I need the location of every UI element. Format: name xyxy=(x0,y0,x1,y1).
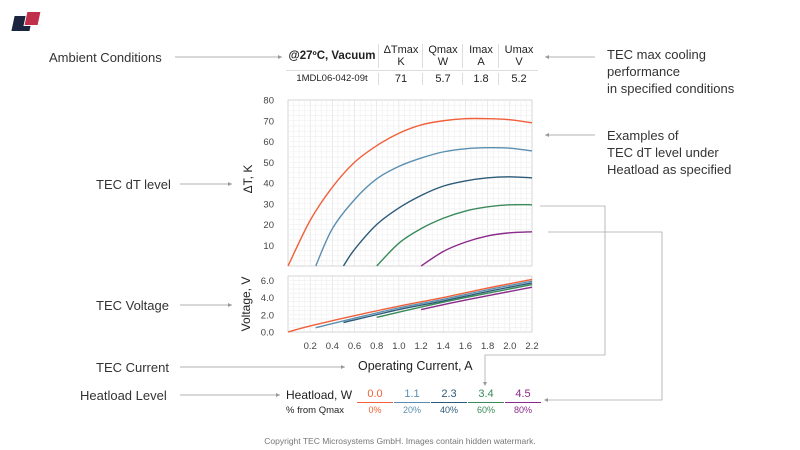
heatload-value: 4.5 xyxy=(505,388,541,403)
unit: A xyxy=(477,56,485,68)
x-tick-label: 0.8 xyxy=(370,341,383,352)
text-line: TEC max cooling xyxy=(607,47,706,62)
connector-60pct xyxy=(484,205,606,382)
text: ΔTmax xyxy=(383,44,419,56)
text-line: Heatload as specified xyxy=(607,162,732,177)
footer-copyright: Copyright TEC Microsystems GmbH. Images … xyxy=(264,436,536,446)
table-divider xyxy=(286,70,538,71)
y-tick-label: 70 xyxy=(263,116,274,127)
y-tick-label: 0.0 xyxy=(261,328,274,339)
y-tick-label: 80 xyxy=(263,96,274,107)
series-line xyxy=(287,117,533,267)
y-tick-label: 20 xyxy=(263,220,274,231)
label-tec-dt-level: TEC dT level xyxy=(96,177,171,192)
arrow-icon xyxy=(545,55,549,59)
value-umax: 5.2 xyxy=(498,73,539,85)
x-tick-label: 1.8 xyxy=(481,341,494,352)
series-line xyxy=(315,146,533,267)
arrow-icon xyxy=(545,133,549,137)
x-tick-label: 1.2 xyxy=(414,341,427,352)
arrow-icon xyxy=(228,182,232,186)
x-tick-label: 0.2 xyxy=(304,341,317,352)
value-imax: 1.8 xyxy=(462,73,499,85)
text-line: TEC dT level under xyxy=(607,145,719,160)
series-line xyxy=(342,176,533,267)
heatload-percent: 80% xyxy=(513,405,532,415)
model: 1MDL06-042-09t xyxy=(296,73,368,84)
series-line xyxy=(420,231,533,267)
label-tec-voltage: TEC Voltage xyxy=(96,298,169,313)
arrow-icon xyxy=(483,382,487,386)
heatload-percent: 40% xyxy=(439,405,458,415)
text-line: performance xyxy=(607,64,680,79)
heatload-value: 0.0 xyxy=(357,388,393,403)
series-line xyxy=(315,280,533,329)
x-tick-label: 1.0 xyxy=(392,341,405,352)
unit: V xyxy=(515,56,523,68)
arrow-icon xyxy=(278,55,282,59)
arrow-icon xyxy=(544,398,548,402)
pct-label: % from Qmax xyxy=(286,405,345,416)
condition: @27ºC, Vacuum xyxy=(288,50,376,62)
series-line xyxy=(376,203,533,267)
y-tick-label: 2.0 xyxy=(261,310,274,321)
header-dtmax: ΔTmax K xyxy=(378,44,423,68)
y-tick-label: 6.0 xyxy=(261,276,274,287)
unit: K xyxy=(397,56,405,68)
x-tick-label: 0.6 xyxy=(348,341,361,352)
y-tick-label: 50 xyxy=(263,158,274,169)
arrow-icon xyxy=(228,303,232,307)
heatload-percent: 20% xyxy=(402,405,421,415)
connector-80pct xyxy=(548,231,663,401)
arrow-icon xyxy=(341,365,345,369)
x-tick-label: 2.2 xyxy=(525,341,538,352)
series-line xyxy=(343,282,533,324)
header-imax: Imax A xyxy=(462,44,499,68)
y-tick-label: 40 xyxy=(263,179,274,190)
y-tick-label: 30 xyxy=(263,199,274,210)
dt-axis-label: ΔT, K xyxy=(241,164,255,194)
series-line xyxy=(287,278,533,333)
y-tick-label: 4.0 xyxy=(261,293,274,304)
label-heatload-level: Heatload Level xyxy=(80,388,167,403)
unit: W xyxy=(437,56,449,68)
label-ambient-conditions: Ambient Conditions xyxy=(49,50,162,65)
label-tec-current: TEC Current xyxy=(96,360,169,375)
x-tick-label: 1.4 xyxy=(437,341,450,352)
label-examples: Examples of TEC dT level under Heatload … xyxy=(607,127,731,178)
text-line: Examples of xyxy=(607,128,679,143)
current-axis-label: Operating Current, A xyxy=(358,359,473,373)
x-tick-label: 1.6 xyxy=(459,341,472,352)
text: Umax xyxy=(504,44,534,56)
arrow-icon xyxy=(276,393,280,397)
label-tec-max-cooling: TEC max cooling performance in specified… xyxy=(607,46,734,97)
heatload-label: Heatload, W xyxy=(286,388,353,402)
series-line xyxy=(376,283,533,319)
x-tick-label: 0.4 xyxy=(326,341,339,352)
header-qmax: Qmax W xyxy=(422,44,463,68)
value-qmax: 5.7 xyxy=(422,73,463,85)
heatload-value: 2.3 xyxy=(431,388,467,403)
heatload-percent: 0% xyxy=(368,405,382,415)
header-umax: Umax V xyxy=(498,44,539,68)
x-tick-label: 2.0 xyxy=(503,341,516,352)
y-tick-label: 10 xyxy=(263,241,274,252)
value-dtmax: 71 xyxy=(378,73,423,85)
text-line: in specified conditions xyxy=(607,81,735,96)
series-line xyxy=(420,286,533,311)
heatload-percent: 60% xyxy=(476,405,495,415)
voltage-axis-label: Voltage, V xyxy=(239,276,253,332)
text: Qmax xyxy=(428,44,458,56)
heatload-value: 1.1 xyxy=(394,388,430,403)
heatload-value: 3.4 xyxy=(468,388,504,403)
text: Imax xyxy=(469,44,493,56)
y-tick-label: 60 xyxy=(263,137,274,148)
